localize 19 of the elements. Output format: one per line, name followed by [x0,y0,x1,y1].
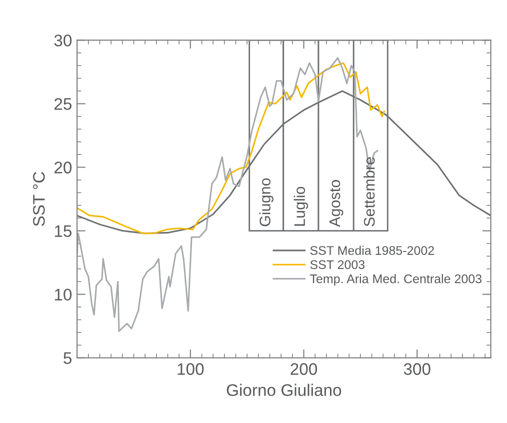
y-tick-label: 30 [54,34,72,46]
legend-label: SST 2003 [310,260,365,270]
y-tick-label: 5 [64,352,72,364]
y-tick-label: 25 [54,98,72,110]
line-series [77,62,385,234]
legend-label: Temp. Aria Med. Centrale 2003 [310,274,482,286]
band-label: Agosto [330,180,344,227]
x-tick-label: 200 [290,363,318,375]
band-label: Luglio [294,186,308,226]
x-tick-label: 100 [178,363,204,375]
y-tick-label: 15 [54,225,72,237]
band-label: Settembre [364,157,375,226]
legend-label: SST Media 1985-2002 [310,246,434,255]
x-tick-label: 300 [404,363,430,375]
band-label: Giugno [259,178,274,226]
y-tick-label: 20 [54,162,72,174]
x-axis-title: Giorno Giuliano [226,384,342,396]
y-axis-title: SST °C [33,172,45,226]
y-tick-label: 10 [54,288,72,301]
